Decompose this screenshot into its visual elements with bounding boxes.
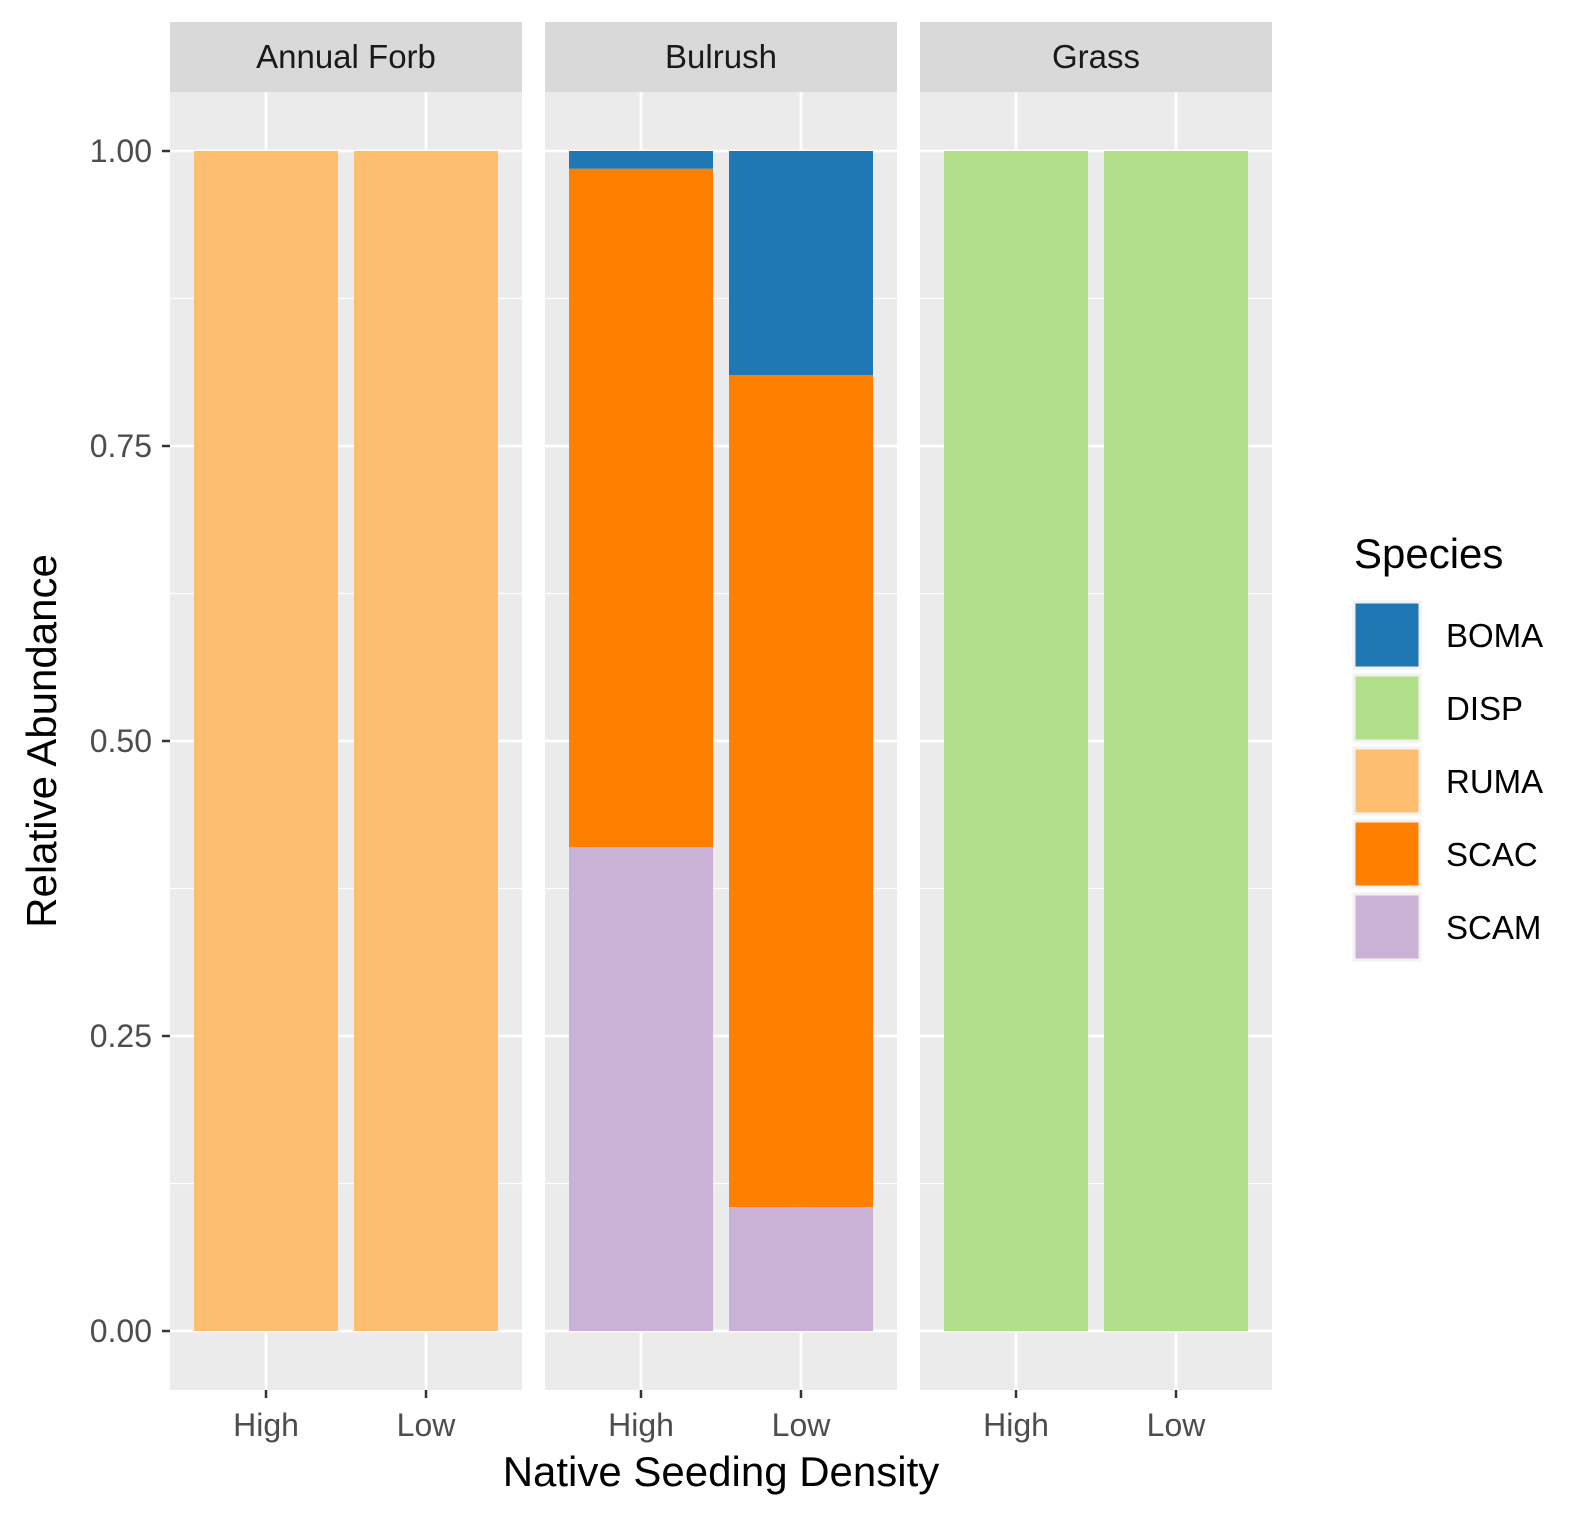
legend-label-scam: SCAM: [1446, 909, 1541, 946]
facet-label-0: Annual Forb: [256, 38, 436, 75]
legend-key-disp: [1352, 673, 1422, 743]
legend-label-disp: DISP: [1446, 690, 1523, 727]
legend-key-scac: [1352, 819, 1422, 889]
bar-grass-high-disp: [944, 151, 1088, 1331]
x-tick-label: Low: [1147, 1407, 1207, 1443]
x-tick-label: Low: [772, 1407, 832, 1443]
y-axis-title: Relative Abundance: [18, 554, 65, 928]
x-tick-label: High: [608, 1407, 674, 1443]
x-axis-title: Native Seeding Density: [503, 1448, 940, 1495]
y-tick-label: 0.50: [90, 723, 152, 759]
facet-label-2: Grass: [1052, 38, 1140, 75]
bar-bulrush-low-scam: [729, 1207, 873, 1331]
x-tick-label: High: [233, 1407, 299, 1443]
bar-bulrush-low-boma: [729, 151, 873, 376]
legend-label-boma: BOMA: [1446, 617, 1543, 654]
facet-strip-1: [545, 22, 897, 92]
legend-label-ruma: RUMA: [1446, 763, 1543, 800]
bar-bulrush-low-scac: [729, 375, 873, 1208]
facet-strip-0: [170, 22, 522, 92]
bar-bulrush-high-boma: [569, 151, 713, 169]
y-tick-label: 0.75: [90, 428, 152, 464]
y-tick-label: 0.25: [90, 1018, 152, 1054]
facet-label-1: Bulrush: [665, 38, 777, 75]
legend-key-boma: [1352, 600, 1422, 670]
legend-label-scac: SCAC: [1446, 836, 1538, 873]
y-tick-label: 0.00: [90, 1313, 152, 1349]
bar-bulrush-high-scam: [569, 847, 713, 1331]
bar-bulrush-high-scac: [569, 168, 713, 848]
legend-key-scam: [1352, 892, 1422, 962]
legend-title: Species: [1354, 530, 1503, 577]
legend-key-ruma: [1352, 746, 1422, 816]
bar-annual-forb-high-ruma: [194, 151, 338, 1331]
bar-grass-low-disp: [1104, 151, 1248, 1331]
x-tick-label: Low: [397, 1407, 457, 1443]
bar-annual-forb-low-ruma: [354, 151, 498, 1331]
facet-strip-2: [920, 22, 1272, 92]
x-tick-label: High: [983, 1407, 1049, 1443]
y-tick-label: 1.00: [90, 133, 152, 169]
